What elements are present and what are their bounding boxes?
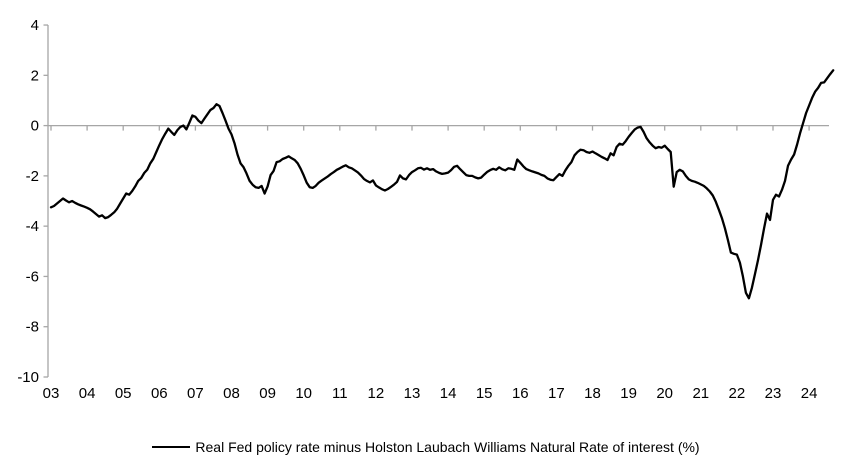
- x-tick-label: 04: [79, 385, 96, 402]
- legend: Real Fed policy rate minus Holston Lauba…: [0, 437, 852, 457]
- x-tick-label: 13: [404, 385, 421, 402]
- y-tick-label: -8: [26, 319, 39, 336]
- y-tick-label: -10: [17, 369, 39, 386]
- legend-label: Real Fed policy rate minus Holston Lauba…: [195, 439, 700, 455]
- x-tick-label: 20: [656, 385, 673, 402]
- x-tick-label: 07: [187, 385, 204, 402]
- x-tick-label: 11: [332, 385, 348, 402]
- x-tick-label: 15: [476, 385, 493, 402]
- x-tick-label: 14: [440, 385, 457, 402]
- y-tick-label: -2: [26, 168, 39, 185]
- y-tick-label: 4: [31, 17, 39, 34]
- legend-line-sample: [152, 446, 191, 448]
- y-tick-label: -4: [26, 218, 39, 235]
- x-tick-label: 22: [729, 385, 746, 402]
- x-tick-label: 08: [223, 385, 240, 402]
- x-tick-label: 21: [692, 385, 709, 402]
- x-tick-label: 18: [584, 385, 601, 402]
- x-tick-label: 10: [295, 385, 312, 402]
- y-tick-label: -6: [26, 268, 39, 285]
- x-tick-label: 06: [151, 385, 168, 402]
- y-axis: 4 2 0 -2 -4 -6 -8 -10: [17, 17, 49, 386]
- x-tick-label: 12: [368, 385, 385, 402]
- x-tick-label: 09: [259, 385, 276, 402]
- y-tick-label: 2: [31, 67, 39, 84]
- x-tick-label: 19: [620, 385, 637, 402]
- x-tick-label: 24: [801, 385, 818, 402]
- x-axis: 03 04 05 06 07 08 09 10 11 12 13 14 15 16 17 18 19 20 21 22…: [43, 124, 829, 402]
- x-tick-label: 16: [512, 385, 529, 402]
- x-tick-label: 23: [765, 385, 782, 402]
- series-line: [49, 69, 835, 300]
- x-tick-label: 17: [548, 385, 565, 402]
- x-tick-label: 03: [43, 385, 60, 402]
- y-tick-label: 0: [31, 118, 39, 135]
- x-tick-label: 05: [115, 385, 132, 402]
